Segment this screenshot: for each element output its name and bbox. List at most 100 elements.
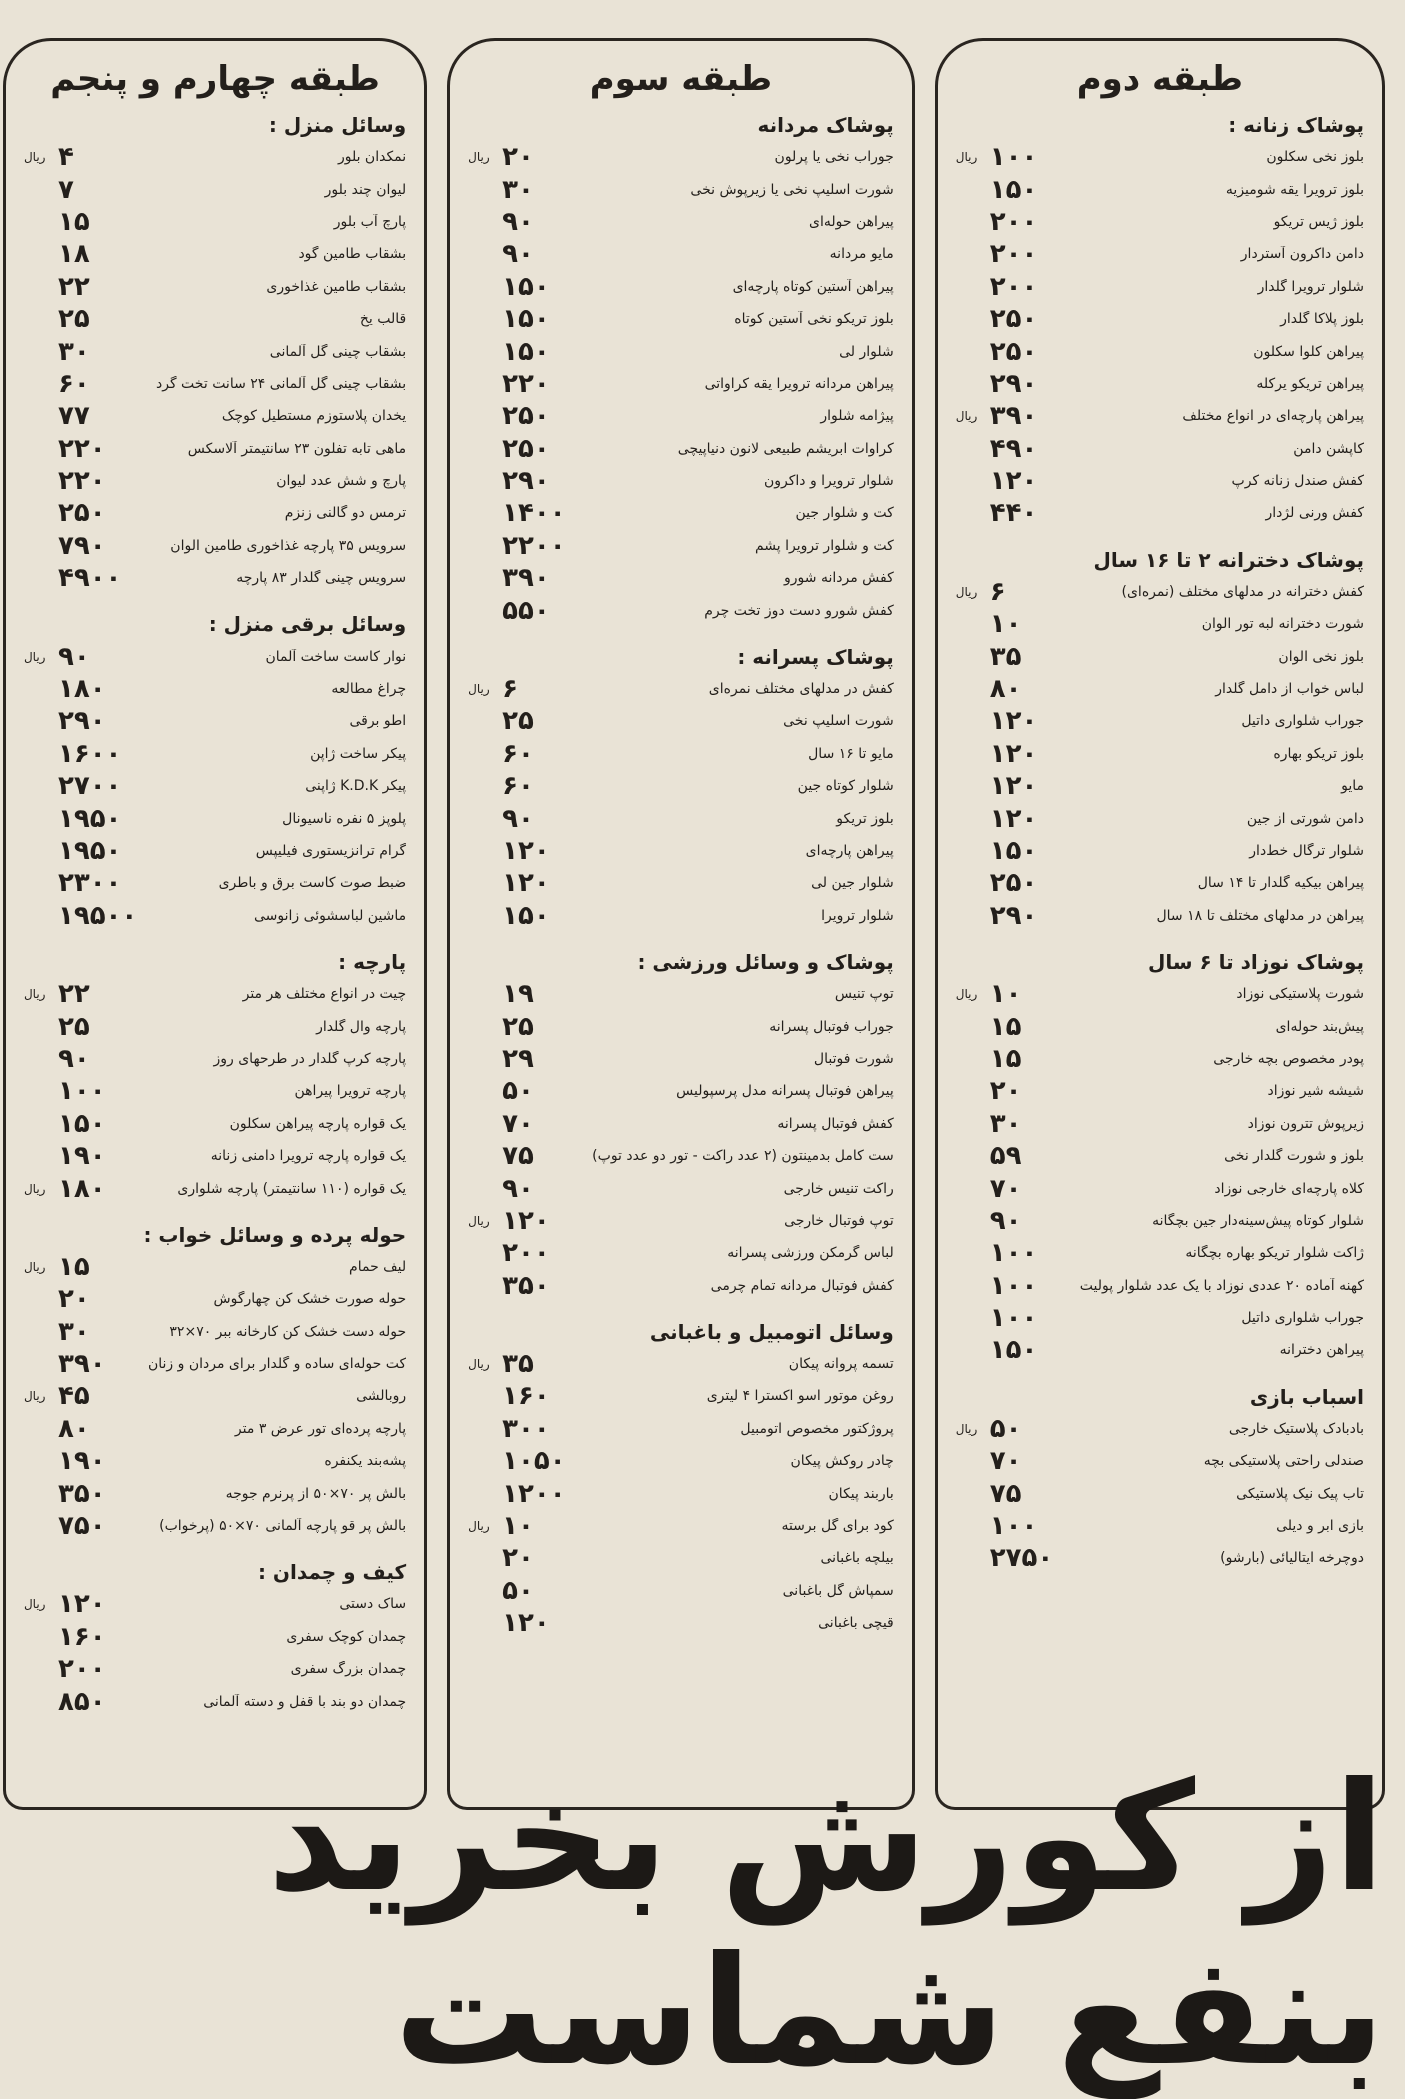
item-row: تسمه پروانه پیکان ۳۵ ریال [468, 1348, 894, 1380]
price-unit: ریال [955, 150, 978, 165]
item-price: ۲۵۰ [989, 336, 1038, 367]
item-price: ۱۲۰ [57, 1589, 106, 1620]
item-row: پیراهن در مدلهای مختلف تا ۱۸ سال ۲۹۰ [956, 900, 1364, 932]
item-name: پیکر K.D.K ژاپنی [305, 778, 407, 795]
item-name: قالب یخ [359, 311, 407, 328]
item-name: تاب پیک نیک پلاستیکی [1236, 1485, 1364, 1502]
item-price: ۳۰ [57, 1316, 90, 1347]
item-price: ۳۰۰ [502, 1413, 550, 1444]
item-name: بلوز ترویرا یقه شومیزیه [1225, 181, 1364, 198]
item-price: ۲۷۰۰ [57, 771, 122, 802]
item-name: جوراب شلواری داتیل [1241, 1310, 1364, 1327]
item-price: ۱۰۰ [989, 142, 1038, 173]
item-price: ۵۰ [502, 1076, 534, 1107]
item-name: پلوپز ۵ نفره ناسیونال [282, 810, 407, 827]
item-row: شورت فوتبال ۲۹ [468, 1043, 894, 1075]
section-heading: پوشاک مردانه [757, 113, 894, 137]
item-price: ۳۰ [57, 336, 90, 367]
item-row: چمدان بزرگ سفری ۲۰۰ [24, 1653, 406, 1685]
item-row: لیف حمام ۱۵ ریال [24, 1251, 406, 1283]
item-price: ۷۵۰ [57, 1511, 106, 1542]
item-name: پارچ و شش عدد لیوان [276, 473, 407, 490]
item-row: جوراب فوتبال پسرانه ۲۵ [468, 1010, 894, 1042]
item-price: ۱۵ [989, 1011, 1022, 1042]
item-row: کت و شلوار جین ۱۴۰۰ [468, 497, 894, 529]
item-row: سمپاش گل باغبانی ۵۰ [468, 1575, 894, 1607]
price-unit: ریال [955, 1421, 978, 1436]
item-name: پیش‌بند حوله‌ای [1275, 1018, 1364, 1035]
item-price: ۲۵۰ [989, 868, 1038, 899]
item-name: ماشین لباسشوئی زانوسی [253, 907, 407, 924]
item-name: شلوار لی [839, 343, 894, 360]
item-price: ۸۰ [57, 1413, 90, 1444]
item-name: بلوز تریکو [836, 810, 894, 827]
item-name: کلاه پارچه‌ای خارجی نوزاد [1214, 1180, 1364, 1197]
item-price: ۲۲۰ [502, 368, 550, 399]
item-price: ۵۹ [989, 1141, 1022, 1172]
item-price: ۱۰۰ [989, 1511, 1038, 1542]
item-name: پارچه ترویرا پیراهن [294, 1083, 407, 1100]
item-name: دامن داکرون آستردار [1240, 246, 1364, 263]
item-price: ۲۲۰ [57, 433, 106, 464]
item-price: ۱۵۰ [989, 836, 1038, 866]
section: پوشاک و وسائل ورزشی : توپ تنیس ۱۹ جوراب فوت… [468, 946, 894, 1302]
item-name: جوراب شلواری داتیل [1241, 713, 1364, 730]
item-name: شلوار ترویرا [821, 907, 894, 924]
item-row: بلوز پلاکا گلدار ۲۵۰ [956, 303, 1364, 335]
item-row: حوله صورت خشک کن چهارگوش ۲۰ [24, 1283, 406, 1315]
item-price: ۱۵۰ [502, 304, 550, 335]
item-price: ۲۵ [502, 706, 534, 737]
item-price: ۲۰ [502, 1543, 534, 1574]
item-row: پیراهن تریکو یرکله ۲۹۰ [956, 368, 1364, 400]
price-unit: ریال [23, 1389, 46, 1404]
item-name: بازی ابر و دیلی [1276, 1518, 1364, 1535]
item-row: بلوز نخی سکلون ۱۰۰ ریال [956, 141, 1364, 173]
item-price: ۱۲۰ [989, 803, 1038, 834]
price-unit: ریال [23, 1181, 46, 1196]
item-row: کت حوله‌ای ساده و گلدار برای مردان و زنا… [24, 1348, 406, 1380]
item-name: شلوار کوتاه جین [797, 778, 894, 795]
item-price: ۷۰ [502, 1108, 534, 1139]
item-row: بلوز تریکو نخی آستین کوتاه ۱۵۰ [468, 303, 894, 335]
item-price: ۳۹۰ [989, 401, 1038, 432]
item-name: ژاکت شلوار تریکو بهاره بچگانه [1185, 1245, 1364, 1262]
item-row: شورت اسلیپ نخی ۲۵ [468, 705, 894, 737]
item-price: ۷۰ [989, 1173, 1022, 1204]
item-row: بشقاب طامین غذاخوری ۲۲ [24, 271, 406, 303]
item-name: مایو [1341, 778, 1364, 795]
price-unit: ریال [468, 150, 490, 165]
item-price: ۱۵ [57, 1251, 90, 1282]
item-price: ۲۲۰ [57, 466, 106, 497]
item-price: ۲۰۰ [989, 239, 1038, 270]
item-price: ۹۰ [57, 641, 90, 672]
item-price: ۷۹۰ [57, 530, 106, 561]
item-price: ۸۰ [989, 674, 1022, 705]
item-price: ۱۰۰ [989, 1270, 1038, 1301]
item-name: لیوان چند بلور [324, 181, 407, 198]
item-name: بادبادک پلاستیک خارجی [1228, 1420, 1364, 1437]
item-row: شورت دخترانه لبه تور الوان ۱۰ [956, 608, 1364, 640]
section-heading: وسائل اتومبیل و باغبانی [649, 1319, 894, 1344]
item-price: ۶ [989, 576, 1006, 607]
section: پوشاک پسرانه : کفش در مدلهای مختلف نمره‌ا… [468, 641, 894, 932]
item-price: ۲۵۰ [989, 304, 1038, 335]
item-price: ۹۰ [989, 1205, 1022, 1236]
item-price: ۵۰ [502, 1575, 534, 1606]
item-row: پشه‌بند یکنفره ۱۹۰ [24, 1445, 406, 1477]
item-price: ۲۵ [57, 304, 90, 335]
item-name: حوله دست خشک کن کارخانه ببر ۷۰×۳۲ [169, 1323, 407, 1340]
section: اسباب بازی بادبادک پلاستیک خارجی ۵۰ ریال صند… [956, 1381, 1364, 1575]
item-name: شلوار جین لی [811, 875, 894, 892]
item-row: نمکدان بلور ۴ ریال [24, 141, 406, 173]
price-unit: ریال [468, 682, 490, 697]
item-price: ۷ [57, 174, 74, 205]
item-name: سرویس ۳۵ پارچه غذاخوری طامین الوان [170, 537, 407, 554]
item-name: چادر روکش پیکان [790, 1453, 894, 1470]
item-name: ست کامل بدمینتون (۲ عدد راکت - تور دو عد… [592, 1148, 894, 1165]
item-row: شلوار جین لی ۱۲۰ [468, 867, 894, 899]
item-price: ۱۴۰۰ [502, 498, 566, 529]
section: پوشاک زنانه : بلوز نخی سکلون ۱۰۰ ریال بلوز ت… [956, 109, 1364, 530]
item-name: دامن شورتی از جین [1246, 810, 1364, 827]
item-row: پارچه وال گلدار ۲۵ [24, 1010, 406, 1042]
item-price: ۴۵ [57, 1381, 90, 1412]
